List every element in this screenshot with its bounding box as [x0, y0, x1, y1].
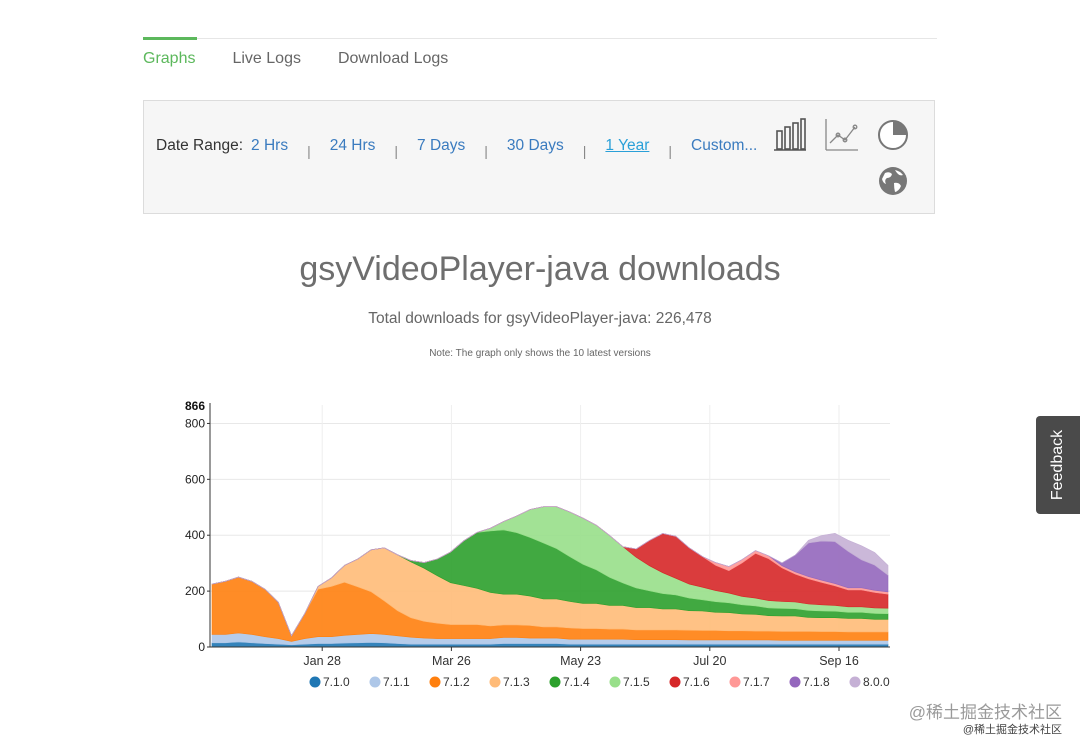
legend-label: 7.1.1: [383, 675, 410, 689]
y-max-label: 866: [185, 399, 205, 413]
legend-marker: [309, 676, 321, 688]
separator: |: [582, 143, 587, 159]
x-tick-label: Jul 20: [693, 654, 726, 668]
series-area-8-0-0: [211, 506, 889, 637]
legend-marker: [369, 676, 381, 688]
tab-live-logs[interactable]: Live Logs: [232, 50, 301, 67]
legend-marker: [609, 676, 621, 688]
chart-title: gsyVideoPlayer-java downloads: [299, 250, 781, 288]
x-tick-label: Jan 28: [303, 654, 341, 668]
x-tick-label: Mar 26: [432, 654, 471, 668]
range-7-days[interactable]: 7 Days: [417, 137, 466, 154]
feedback-label: Feedback: [1049, 429, 1066, 501]
legend-marker: [669, 676, 681, 688]
y-tick-label: 0: [198, 640, 205, 654]
legend-label: 7.1.4: [563, 675, 590, 689]
legend-marker: [429, 676, 441, 688]
legend-label: 8.0.0: [863, 675, 890, 689]
legend-label: 7.1.8: [803, 675, 830, 689]
separator: |: [394, 143, 399, 159]
line-chart-icon[interactable]: [824, 117, 860, 153]
pie-chart-icon[interactable]: [876, 118, 910, 152]
legend-marker: [849, 676, 861, 688]
tabs-divider: [143, 38, 937, 39]
legend-label: 7.1.5: [623, 675, 650, 689]
watermark-small: @稀土掘金技术社区: [962, 724, 1062, 736]
y-tick-label: 200: [185, 584, 205, 598]
watermark: @稀土掘金技术社区: [908, 703, 1062, 722]
x-tick-label: Sep 16: [819, 654, 859, 668]
legend-label: 7.1.3: [503, 675, 530, 689]
chart-note: Note: The graph only shows the 10 latest…: [429, 348, 651, 359]
globe-icon[interactable]: [876, 164, 910, 198]
range-24-hrs[interactable]: 24 Hrs: [329, 137, 376, 154]
active-tab-indicator: [143, 37, 197, 40]
x-tick-label: May 23: [560, 654, 601, 668]
separator: |: [307, 143, 311, 159]
range-custom[interactable]: Custom...: [691, 137, 758, 154]
downloads-chart: 0 200 400 600 800 866 Jan 28 Mar 26 May 23 Jul 20…: [185, 399, 890, 689]
tab-graphs[interactable]: Graphs: [143, 50, 196, 67]
y-tick-label: 400: [185, 528, 205, 542]
date-range-panel: Date Range: 2 Hrs | 24 Hrs | 7 Days | 30…: [143, 100, 935, 214]
range-1-year[interactable]: 1 Year: [605, 137, 650, 154]
tab-bar: Graphs Live Logs Download Logs: [143, 50, 485, 68]
legend-label: 7.1.6: [683, 675, 710, 689]
legend-label: 7.1.7: [743, 675, 770, 689]
date-range-row: Date Range: 2 Hrs | 24 Hrs | 7 Days | 30…: [156, 137, 758, 159]
range-2-hrs[interactable]: 2 Hrs: [251, 137, 289, 154]
legend-marker: [729, 676, 741, 688]
legend-label: 7.1.2: [443, 675, 470, 689]
feedback-tab[interactable]: Feedback: [1036, 416, 1080, 514]
legend-marker: [549, 676, 561, 688]
tab-download-logs[interactable]: Download Logs: [337, 50, 449, 67]
chart-subtitle: Total downloads for gsyVideoPlayer-java:…: [368, 310, 712, 327]
separator: |: [668, 143, 673, 159]
range-30-days[interactable]: 30 Days: [506, 137, 564, 154]
separator: |: [484, 143, 488, 159]
bar-chart-icon[interactable]: [772, 117, 808, 153]
legend-label: 7.1.0: [323, 675, 350, 689]
y-tick-label: 600: [185, 472, 205, 486]
date-range-label: Date Range:: [156, 137, 244, 154]
y-tick-label: 800: [185, 416, 205, 430]
legend-marker: [489, 676, 501, 688]
legend-marker: [789, 676, 801, 688]
